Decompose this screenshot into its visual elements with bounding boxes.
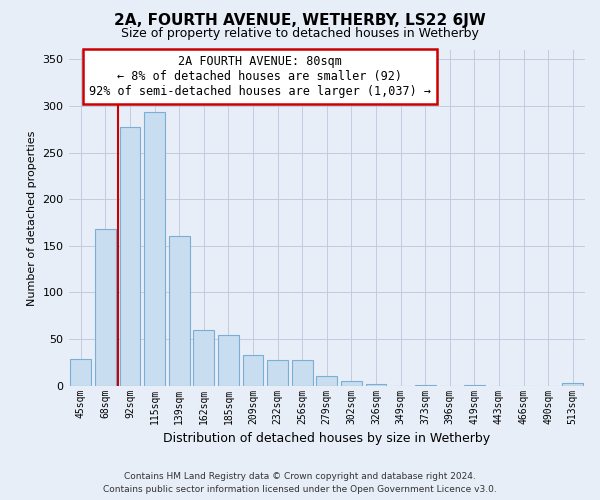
Text: 2A FOURTH AVENUE: 80sqm
← 8% of detached houses are smaller (92)
92% of semi-det: 2A FOURTH AVENUE: 80sqm ← 8% of detached… xyxy=(89,55,431,98)
Bar xyxy=(464,384,485,386)
Text: Size of property relative to detached houses in Wetherby: Size of property relative to detached ho… xyxy=(121,28,479,40)
X-axis label: Distribution of detached houses by size in Wetherby: Distribution of detached houses by size … xyxy=(163,432,490,445)
Bar xyxy=(415,384,436,386)
Bar xyxy=(341,381,362,386)
Bar xyxy=(316,376,337,386)
Bar xyxy=(70,358,91,386)
Bar xyxy=(193,330,214,386)
Bar xyxy=(144,112,165,386)
Bar xyxy=(242,355,263,386)
Bar xyxy=(218,336,239,386)
Y-axis label: Number of detached properties: Number of detached properties xyxy=(27,130,37,306)
Bar xyxy=(95,229,116,386)
Bar xyxy=(292,360,313,386)
Bar xyxy=(169,236,190,386)
Text: 2A, FOURTH AVENUE, WETHERBY, LS22 6JW: 2A, FOURTH AVENUE, WETHERBY, LS22 6JW xyxy=(114,12,486,28)
Bar xyxy=(119,128,140,386)
Bar xyxy=(562,383,583,386)
Text: Contains HM Land Registry data © Crown copyright and database right 2024.
Contai: Contains HM Land Registry data © Crown c… xyxy=(103,472,497,494)
Bar xyxy=(267,360,288,386)
Bar xyxy=(365,384,386,386)
